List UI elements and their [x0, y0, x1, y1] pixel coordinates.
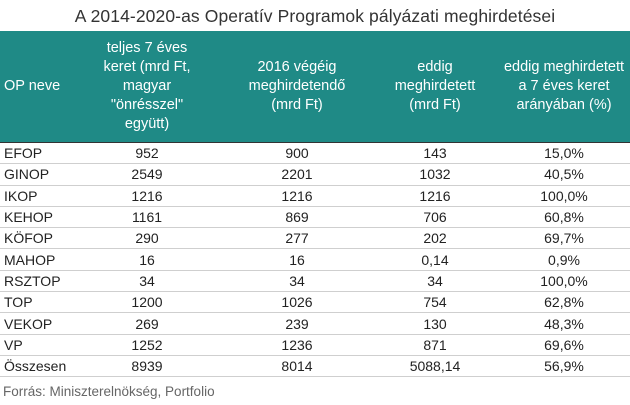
table-row: VP 1252 1236 871 69,6% — [0, 334, 630, 356]
table-row: VEKOP 269 239 130 48,3% — [0, 312, 630, 335]
table-cell: 0,14 — [372, 248, 498, 271]
table-row: MAHOP 16 16 0,14 0,9% — [0, 248, 630, 271]
row-op-name: IKOP — [0, 185, 72, 207]
row-op-name: Összesen — [0, 355, 72, 378]
table-cell: 48,3% — [498, 312, 630, 335]
row-op-name: MAHOP — [0, 248, 72, 271]
table-cell: 2201 — [222, 163, 372, 186]
table-cell: 60,8% — [498, 206, 630, 229]
table-row: TOP 1200 1026 754 62,8% — [0, 291, 630, 314]
source-note: Forrás: Miniszterelnökség, Portfolio — [3, 384, 215, 399]
table-cell: 754 — [372, 291, 498, 314]
table-cell: 100,0% — [498, 185, 630, 207]
table-cell: 130 — [372, 312, 498, 335]
header-to-announce-2016: 2016 végéig meghirdetendő (mrd Ft) — [248, 59, 346, 113]
header-row: OP neve teljes 7 éves keret (mrd Ft, mag… — [0, 31, 630, 143]
table-cell: 34 — [372, 270, 498, 293]
table-cell: 202 — [372, 227, 498, 250]
table-cell: 8014 — [222, 355, 372, 378]
table-cell: 290 — [72, 227, 222, 250]
table-row: GINOP 2549 2201 1032 40,5% — [0, 163, 630, 186]
table-cell: 34 — [222, 270, 372, 293]
table-cell: 143 — [372, 141, 498, 165]
table-cell: 269 — [72, 312, 222, 335]
table-cell: 1032 — [372, 163, 498, 186]
row-op-name: KEHOP — [0, 206, 72, 229]
row-op-name: RSZTOP — [0, 270, 72, 293]
table-cell: 62,8% — [498, 291, 630, 314]
table-cell: 40,5% — [498, 163, 630, 186]
table-row: IKOP 1216 1216 1216 100,0% — [0, 185, 630, 207]
table-cell: 706 — [372, 206, 498, 229]
table-cell: 952 — [72, 141, 222, 165]
table-cell: 15,0% — [498, 141, 630, 165]
row-op-name: GINOP — [0, 163, 72, 186]
table-cell: 0,9% — [498, 248, 630, 271]
table-cell: 34 — [72, 270, 222, 293]
table-cell: 1161 — [72, 206, 222, 229]
table-cell: 900 — [222, 141, 372, 165]
table-cell: 69,6% — [498, 334, 630, 356]
table-cell: 1200 — [72, 291, 222, 314]
table-cell: 16 — [72, 248, 222, 271]
table-cell: 100,0% — [498, 270, 630, 293]
table-cell: 869 — [222, 206, 372, 229]
table-cell: 2549 — [72, 163, 222, 186]
table-cell: 1216 — [222, 185, 372, 207]
table-row: KEHOP 1161 869 706 60,8% — [0, 206, 630, 229]
header-announced: eddig meghirdetett (mrd Ft) — [394, 59, 476, 113]
row-op-name: VEKOP — [0, 312, 72, 335]
table-cell: 1216 — [372, 185, 498, 207]
header-op-name: OP neve — [4, 78, 61, 94]
table-row: KÖFOP 290 277 202 69,7% — [0, 227, 630, 250]
table-cell: 56,9% — [498, 355, 630, 378]
table-cell: 1026 — [222, 291, 372, 314]
table-cell: 16 — [222, 248, 372, 271]
table-title: A 2014-2020-as Operatív Programok pályáz… — [74, 6, 556, 26]
table-row: EFOP 952 900 143 15,0% — [0, 141, 630, 165]
table-cell: 1236 — [222, 334, 372, 356]
row-op-name: KÖFOP — [0, 227, 72, 250]
table-cell: 1216 — [72, 185, 222, 207]
table-row: Összesen 8939 8014 5088,14 56,9% — [0, 355, 630, 378]
header-announced-ratio: eddig meghirdetett a 7 éves keret arányá… — [503, 59, 625, 113]
table-cell: 8939 — [72, 355, 222, 378]
table-row: RSZTOP 34 34 34 100,0% — [0, 270, 630, 293]
table-cell: 871 — [372, 334, 498, 356]
row-op-name: EFOP — [0, 141, 72, 165]
row-op-name: TOP — [0, 291, 72, 314]
op-table: OP neve teljes 7 éves keret (mrd Ft, mag… — [0, 31, 630, 378]
table-cell: 69,7% — [498, 227, 630, 250]
table-cell: 239 — [222, 312, 372, 335]
row-op-name: VP — [0, 334, 72, 356]
table-cell: 1252 — [72, 334, 222, 356]
header-total-budget: teljes 7 éves keret (mrd Ft, magyar "önr… — [103, 40, 191, 132]
table-cell: 277 — [222, 227, 372, 250]
table-cell: 5088,14 — [372, 355, 498, 378]
